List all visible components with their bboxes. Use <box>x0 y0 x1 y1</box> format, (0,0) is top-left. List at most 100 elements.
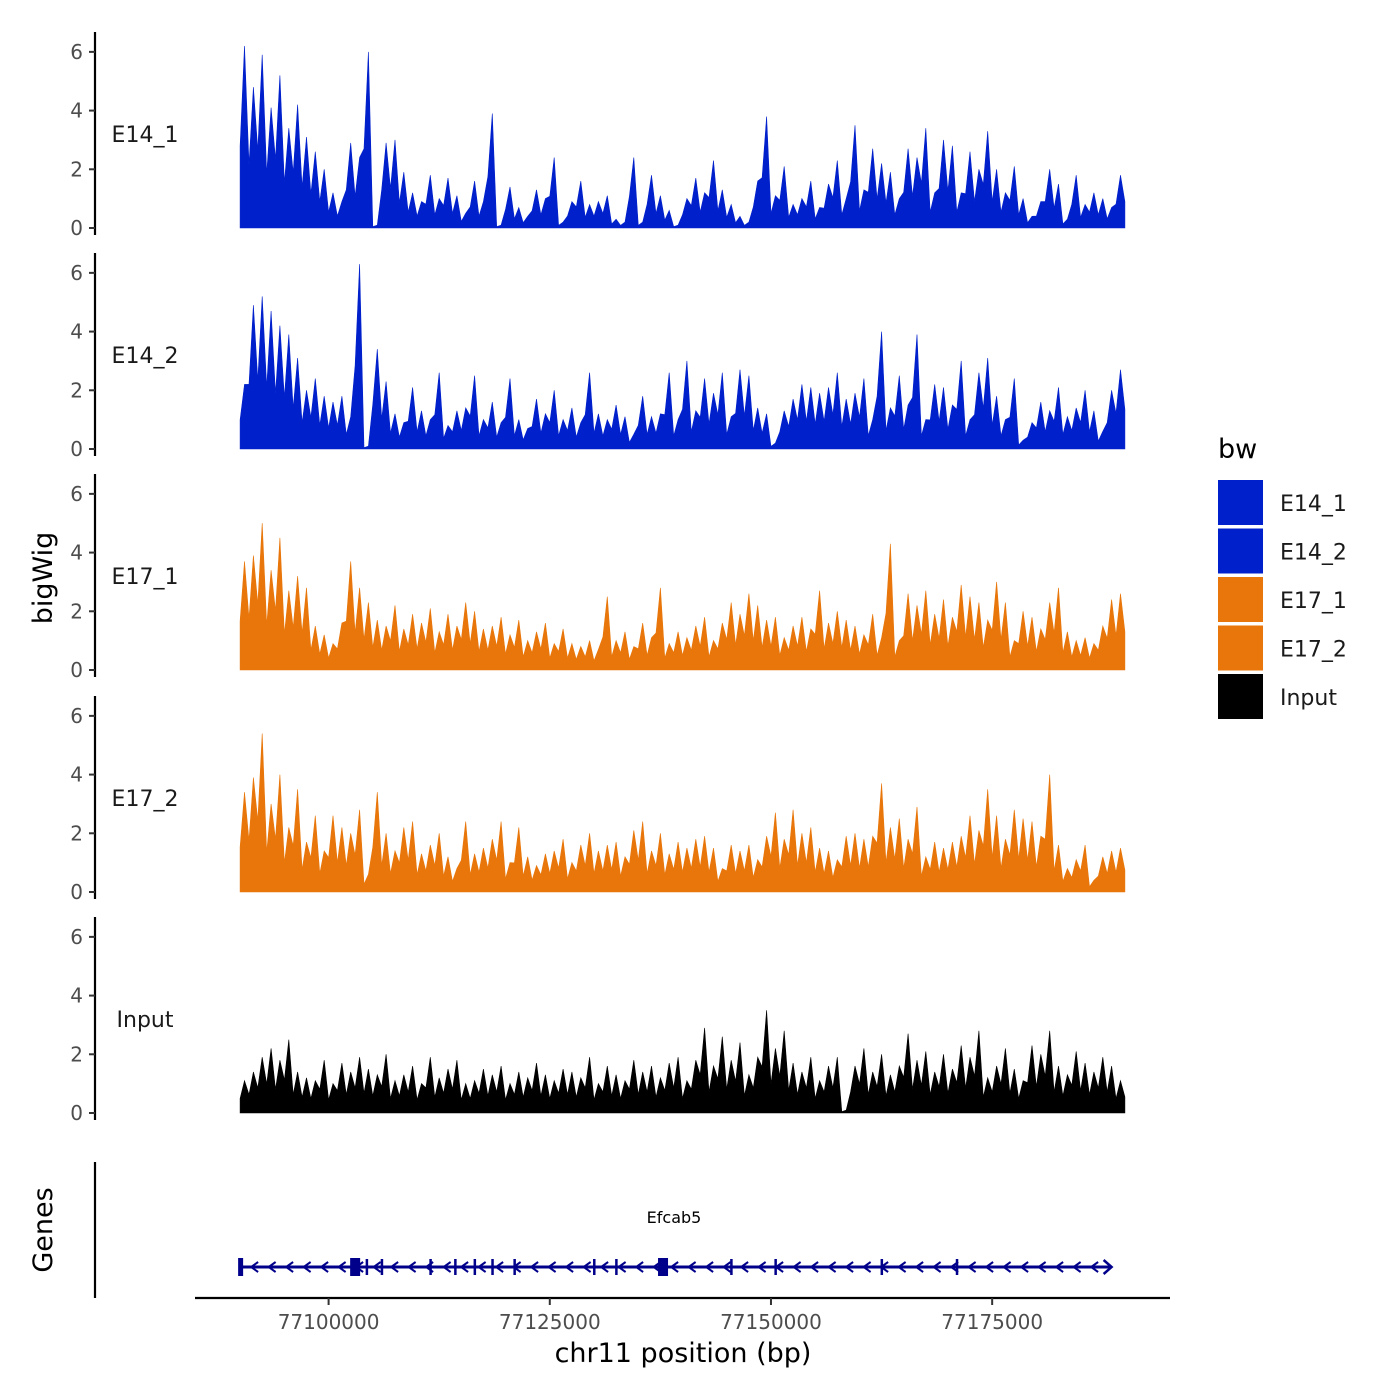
strand-chevron <box>739 1261 749 1273</box>
strand-chevron <box>791 1261 802 1273</box>
gene-exon <box>454 1259 457 1275</box>
legend-swatch <box>1218 528 1263 574</box>
strand-chevron <box>931 1261 942 1273</box>
gene-exon <box>880 1259 884 1275</box>
y-axis-title: bigWig <box>28 532 59 625</box>
y-tick-label: 0 <box>70 1101 83 1125</box>
gene-exon <box>513 1259 516 1275</box>
gene-exon <box>429 1259 432 1275</box>
track-label-E14_2: E14_2 <box>112 344 179 369</box>
x-tick-label: 77175000 <box>941 1310 1043 1334</box>
legend-item-E14_1: E14_1 <box>1218 480 1347 525</box>
strand-chevron <box>529 1261 539 1273</box>
gene-Efcab5: Efcab5 <box>238 1208 1114 1276</box>
track-label-Input: Input <box>117 1008 174 1033</box>
strand-chevron <box>1019 1261 1029 1273</box>
strand-chevron <box>406 1261 417 1273</box>
strand-chevron <box>826 1261 837 1273</box>
y-tick-label: 2 <box>70 821 83 845</box>
track-area-E14_1 <box>239 45 1126 229</box>
strand-chevron <box>564 1261 574 1273</box>
legend-swatch <box>1218 674 1263 719</box>
legend-item-E17_1: E17_1 <box>1218 577 1347 622</box>
strand-chevron <box>1001 1261 1012 1273</box>
strand-chevron <box>634 1261 644 1273</box>
gene-exon <box>350 1258 361 1276</box>
strand-chevron <box>721 1261 732 1273</box>
strand-chevron <box>686 1261 697 1273</box>
strand-chevron <box>984 1261 994 1273</box>
strand-chevron <box>371 1261 382 1273</box>
x-tick-label: 77125000 <box>499 1310 601 1334</box>
legend-swatch <box>1218 625 1263 671</box>
strand-chevron <box>441 1261 452 1273</box>
strand-chevron <box>336 1261 347 1273</box>
tracks-layer: 0 2 4 6 E14_1 0 2 4 6 E14_2 0 2 4 6 E17_1 0 2 4 6 E17_2 0 2 4 6… <box>70 32 1126 1125</box>
strand-chevron <box>249 1261 259 1273</box>
track-label-E17_1: E17_1 <box>112 565 179 590</box>
gene-exon <box>380 1259 384 1275</box>
y-tick-label: 2 <box>70 157 83 181</box>
strand-chevron <box>966 1261 977 1273</box>
strand-chevron <box>896 1261 907 1273</box>
strand-chevron <box>704 1261 714 1273</box>
gene-exon <box>473 1259 477 1275</box>
strand-chevron <box>809 1261 819 1273</box>
y-tick-label: 6 <box>70 482 83 506</box>
legend-item-Input: Input <box>1218 674 1337 719</box>
strand-chevron <box>914 1261 924 1273</box>
y-tick-label: 4 <box>70 541 83 565</box>
track-E17_1: 0 2 4 6 E17_1 <box>70 474 1126 682</box>
track-label-E17_2: E17_2 <box>112 787 179 812</box>
track-E14_2: 0 2 4 6 E14_2 <box>70 253 1126 461</box>
y-tick-label: 6 <box>70 925 83 949</box>
genes-panel: Genes Efcab5 <box>28 1162 1114 1298</box>
x-tick-label: 77150000 <box>720 1310 822 1334</box>
genes-axis-title: Genes <box>28 1187 59 1272</box>
y-tick-label: 4 <box>70 984 83 1008</box>
strand-chevron <box>616 1261 627 1273</box>
y-tick-label: 0 <box>70 216 83 240</box>
track-area-E17_1 <box>239 523 1126 671</box>
legend-swatch <box>1218 480 1263 525</box>
y-tick-label: 6 <box>70 40 83 64</box>
track-Input: 0 2 4 6 Input <box>70 917 1126 1125</box>
strand-chevron <box>1071 1261 1082 1273</box>
gene-end-marker <box>1102 1259 1114 1275</box>
gene-label-Efcab5: Efcab5 <box>647 1208 702 1227</box>
legend-item-E17_2: E17_2 <box>1218 625 1347 671</box>
gene-exon <box>955 1259 959 1275</box>
strand-chevron <box>1036 1261 1047 1273</box>
legend-swatch <box>1218 577 1263 622</box>
legend-label: E14_2 <box>1280 541 1347 566</box>
strand-chevron <box>319 1261 329 1273</box>
x-axis-title: chr11 position (bp) <box>555 1338 812 1369</box>
strand-chevron <box>284 1261 294 1273</box>
strand-chevron <box>599 1261 609 1273</box>
y-tick-label: 6 <box>70 261 83 285</box>
strand-chevron <box>301 1261 312 1273</box>
legend-item-E14_2: E14_2 <box>1218 528 1347 574</box>
x-tick-label: 77100000 <box>278 1310 380 1334</box>
strand-chevron <box>1089 1261 1099 1273</box>
strand-chevron <box>669 1261 679 1273</box>
gene-exon <box>774 1259 777 1275</box>
y-tick-label: 2 <box>70 599 83 623</box>
strand-chevron <box>459 1261 469 1273</box>
track-area-Input <box>239 1010 1126 1114</box>
track-label-E14_1: E14_1 <box>112 123 179 148</box>
y-tick-label: 0 <box>70 658 83 682</box>
gene-start-exon <box>238 1258 244 1276</box>
gene-exon <box>593 1259 596 1275</box>
y-tick-label: 4 <box>70 99 83 123</box>
strand-chevron <box>1054 1261 1064 1273</box>
genes-layer: Efcab5 <box>238 1208 1114 1276</box>
strand-chevron <box>266 1261 277 1273</box>
legend-label: Input <box>1280 686 1337 711</box>
x-axis: 77100000 77125000 77150000 77175000 chr11 p… <box>195 1296 1170 1369</box>
gene-exon <box>730 1259 733 1275</box>
track-area-E17_2 <box>239 733 1126 893</box>
legend-label: E17_1 <box>1280 589 1347 614</box>
strand-chevron <box>861 1261 872 1273</box>
